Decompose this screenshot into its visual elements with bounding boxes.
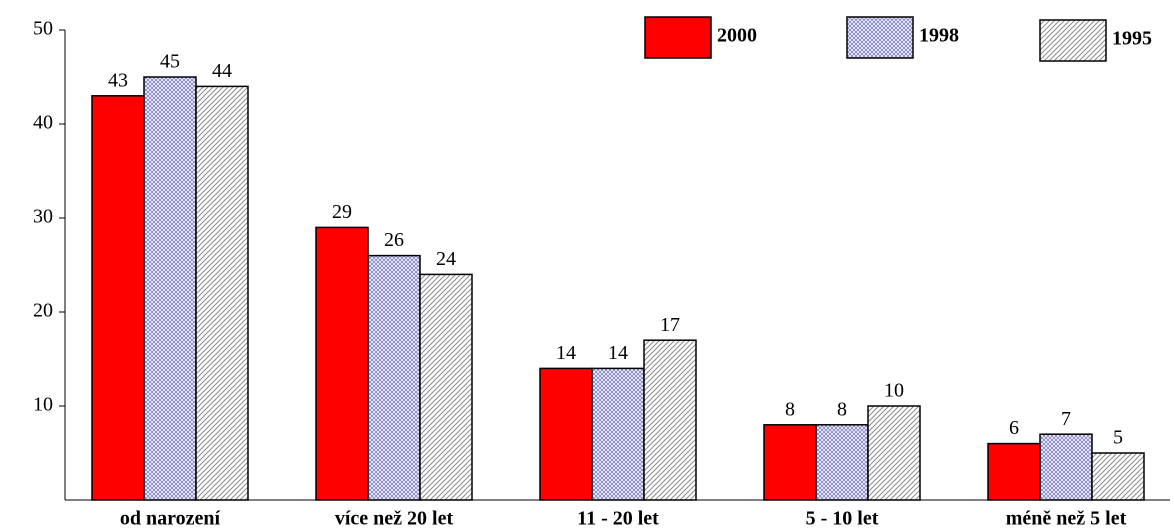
value-label: 5 bbox=[1113, 427, 1123, 449]
value-label: 14 bbox=[556, 342, 576, 364]
value-label: 44 bbox=[212, 60, 232, 82]
bar bbox=[643, 339, 697, 501]
value-label: 17 bbox=[660, 314, 680, 336]
legend-label: 2000 bbox=[717, 25, 757, 47]
value-label: 45 bbox=[160, 51, 180, 73]
legend-label: 1995 bbox=[1112, 28, 1152, 50]
x-tick-label: od narození bbox=[120, 508, 221, 530]
y-tick-label: 20 bbox=[33, 300, 53, 322]
x-tick-label: méně než 5 let bbox=[1006, 508, 1127, 530]
y-tick-label: 10 bbox=[33, 394, 53, 416]
bar bbox=[143, 76, 197, 501]
value-label: 10 bbox=[884, 380, 904, 402]
bar bbox=[367, 254, 421, 501]
bar bbox=[591, 367, 645, 501]
x-tick-label: více než 20 let bbox=[335, 508, 454, 530]
value-label: 14 bbox=[608, 342, 628, 364]
value-label: 26 bbox=[384, 229, 404, 251]
bar bbox=[1091, 452, 1145, 501]
legend-swatch bbox=[1039, 19, 1107, 62]
y-tick-label: 40 bbox=[33, 112, 53, 134]
bar bbox=[91, 95, 145, 501]
legend-swatch bbox=[644, 16, 712, 59]
value-label: 8 bbox=[837, 398, 847, 420]
value-label: 24 bbox=[436, 248, 456, 270]
value-label: 7 bbox=[1061, 408, 1071, 430]
value-label: 43 bbox=[108, 69, 128, 91]
value-label: 8 bbox=[785, 398, 795, 420]
y-tick-label: 50 bbox=[33, 18, 53, 40]
bar bbox=[315, 226, 369, 501]
bar bbox=[867, 405, 921, 501]
bar bbox=[815, 424, 869, 501]
bar bbox=[1039, 433, 1093, 501]
value-label: 6 bbox=[1009, 417, 1019, 439]
legend-label: 1998 bbox=[919, 25, 959, 47]
bar bbox=[987, 442, 1041, 501]
bar bbox=[419, 273, 473, 501]
bar bbox=[763, 424, 817, 501]
x-tick-label: 11 - 20 let bbox=[577, 508, 659, 530]
x-tick-label: 5 - 10 let bbox=[806, 508, 879, 530]
bar bbox=[539, 367, 593, 501]
value-label: 29 bbox=[332, 201, 352, 223]
bar bbox=[195, 85, 249, 501]
y-tick-label: 30 bbox=[33, 206, 53, 228]
legend-swatch bbox=[846, 16, 914, 59]
